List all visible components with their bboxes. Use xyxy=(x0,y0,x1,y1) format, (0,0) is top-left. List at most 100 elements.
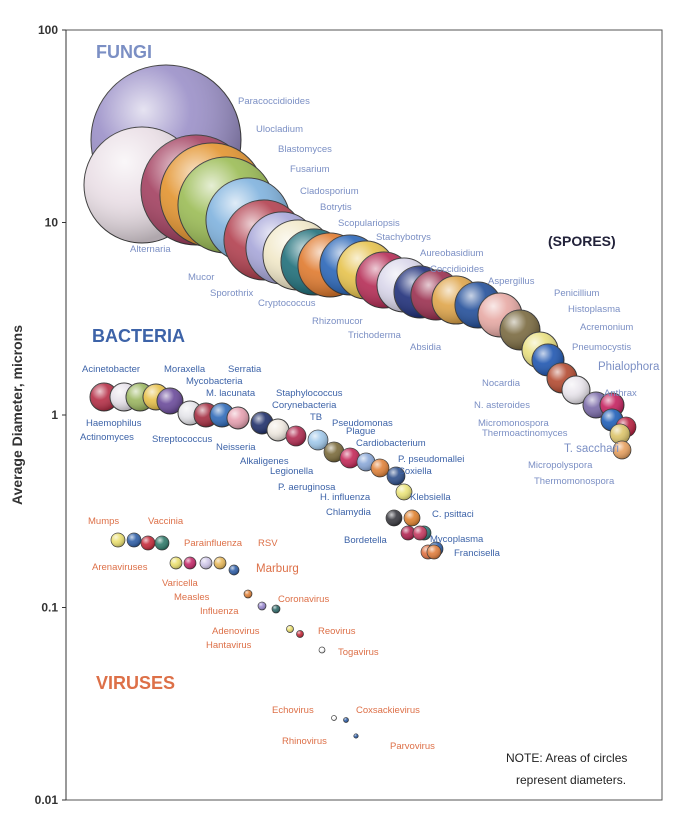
y-tick-label: 10 xyxy=(45,216,59,230)
rhinovirus-label: Rhinovirus xyxy=(282,736,327,747)
coxiella-label: Coxiella xyxy=(398,466,433,477)
hantavirus-circle-shade xyxy=(272,605,280,613)
y-tick-label: 0.1 xyxy=(41,601,58,615)
coccidioides-label: Coccidioides xyxy=(430,264,484,275)
m-lacunata-label: M. lacunata xyxy=(206,388,256,399)
fungi-series xyxy=(83,64,637,460)
rsv-circle-shade xyxy=(170,557,182,569)
moraxella-label: Moraxella xyxy=(164,364,206,375)
reovirus-circle-shade xyxy=(286,625,294,633)
nocardia-label: Nocardia xyxy=(482,378,521,389)
stachybotrys-label: Stachybotrys xyxy=(376,232,431,243)
aureobasidium-label: Aureobasidium xyxy=(420,248,483,259)
cardiobacterium-label: Cardiobacterium xyxy=(356,438,426,449)
acinetobacter-circle-shade xyxy=(90,383,118,411)
measles-circle-shade xyxy=(214,557,226,569)
rhinovirus-circle-shade xyxy=(343,717,349,723)
staphylococcus-label: Staphylococcus xyxy=(276,388,343,399)
togavirus-circle-shade xyxy=(296,630,304,638)
arenaviruses-label: Arenaviruses xyxy=(92,562,148,573)
varicella-circle-shade xyxy=(184,557,196,569)
note-line-2: represent diameters. xyxy=(516,773,626,787)
p-pseudomallei-label: P. pseudomallei xyxy=(398,454,464,465)
coxsackievirus-circle-shade xyxy=(331,715,337,721)
coronavirus-label: Coronavirus xyxy=(278,594,329,605)
plague-label: Plague xyxy=(346,426,376,437)
mycoplasma-label: Mycoplasma xyxy=(430,534,484,545)
micromonospora-label: Micromonospora xyxy=(478,418,549,429)
anthrax-label: Anthrax xyxy=(604,388,637,399)
pseudomonas-label: Pseudomonas xyxy=(332,418,393,429)
tb-circle-shade xyxy=(308,430,328,450)
acinetobacter-label: Acinetobacter xyxy=(82,364,140,375)
cryptococcus-label: Cryptococcus xyxy=(258,298,316,309)
cardiobacterium-circle-shade xyxy=(371,459,389,477)
rsv-label: RSV xyxy=(258,538,278,549)
adenovirus-label: Adenovirus xyxy=(212,626,260,637)
adenovirus-circle-shade xyxy=(258,602,266,610)
fusarium-label: Fusarium xyxy=(290,164,330,175)
alkaligenes-circle-shade xyxy=(286,426,306,446)
h-influenza-label: H. influenza xyxy=(320,492,371,503)
bordetella-label: Bordetella xyxy=(344,535,387,546)
botrytis-label: Botrytis xyxy=(320,202,352,213)
scopulariopsis-label: Scopulariopsis xyxy=(338,218,400,229)
y-tick-label: 100 xyxy=(38,23,58,37)
parvovirus-label: Parvovirus xyxy=(390,741,435,752)
phialophora-label: Phialophora xyxy=(598,361,660,373)
corynebacteria-label: Corynebacteria xyxy=(272,400,337,411)
aspergillus-label: Aspergillus xyxy=(488,276,535,287)
cladosporium-label: Cladosporium xyxy=(300,186,359,197)
actinomyces-label: Actinomyces xyxy=(80,432,134,443)
marburg-circle-shade xyxy=(200,557,212,569)
thermoactinomyces-label: Thermoactinomyces xyxy=(482,428,568,439)
rhizomucor-label: Rhizomucor xyxy=(312,316,363,327)
plague-circle-shade xyxy=(357,453,375,471)
n-asteroides-circle-shade xyxy=(562,376,590,404)
alternaria-label: Alternaria xyxy=(130,244,171,255)
pseudomonas-circle-shade xyxy=(340,448,360,468)
measles-label: Measles xyxy=(174,592,210,603)
y-tick-label: 0.01 xyxy=(35,793,59,807)
haemophilus-label: Haemophilus xyxy=(86,418,142,429)
micropolyspora-label: Micropolyspora xyxy=(528,460,593,471)
legionella-label: Legionella xyxy=(270,466,314,477)
absidia-label: Absidia xyxy=(410,342,442,353)
streptococcus-label: Streptococcus xyxy=(152,434,212,445)
mycobacteria-label: Mycobacteria xyxy=(186,376,243,387)
vaccinia-label: Vaccinia xyxy=(148,516,184,527)
mucor-label: Mucor xyxy=(188,272,214,283)
ulocladium-label: Ulocladium xyxy=(256,124,303,135)
neisseria-label: Neisseria xyxy=(216,442,256,453)
paracoccidioides-label: Paracoccidioides xyxy=(238,96,310,107)
arenaviruses-circle-shade xyxy=(155,536,169,550)
pneumocystis-label: Pneumocystis xyxy=(572,342,631,353)
fungi-title: FUNGI xyxy=(96,42,152,62)
marburg-label: Marburg xyxy=(256,563,299,575)
thermomonospora-label: Thermomonospora xyxy=(534,476,615,487)
h-influenza-circle-shade xyxy=(404,510,420,526)
p-aeruginosa-circle-shade xyxy=(396,484,412,500)
echovirus-circle-shade xyxy=(319,647,325,653)
francisella-circle-shade xyxy=(427,545,441,559)
blastomyces-label: Blastomyces xyxy=(278,144,332,155)
coxiella-circle-shade xyxy=(386,510,402,526)
histoplasma-label: Histoplasma xyxy=(568,304,621,315)
tb-label: TB xyxy=(310,412,322,423)
vaccinia-circle-shade xyxy=(127,533,141,547)
t-sacchari-label: T. sacchari xyxy=(564,443,619,455)
hantavirus-label: Hantavirus xyxy=(206,640,252,651)
spores-title: (SPORES) xyxy=(548,233,616,249)
klebsiella-circle-shade xyxy=(401,526,415,540)
bordetella-circle-shade xyxy=(413,526,427,540)
influenza-circle-shade xyxy=(229,565,239,575)
influenza-label: Influenza xyxy=(200,606,239,617)
y-tick-label: 1 xyxy=(51,408,58,422)
legionella-circle-shade xyxy=(324,442,344,462)
reovirus-label: Reovirus xyxy=(318,626,356,637)
mumps-label: Mumps xyxy=(88,516,119,527)
bacteria-title: BACTERIA xyxy=(92,326,185,346)
coronavirus-circle-shade xyxy=(244,590,252,598)
